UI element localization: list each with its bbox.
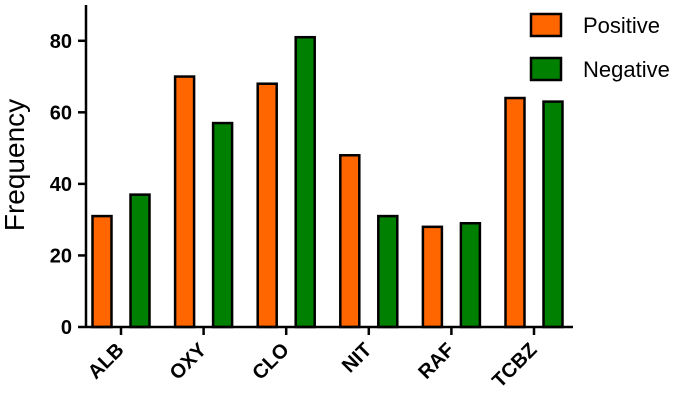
bar-positive-nit <box>339 154 361 329</box>
bar-positive-tcbz <box>504 96 526 329</box>
x-tick-label-clo: CLO <box>248 339 293 384</box>
bar-positive-alb <box>91 214 113 329</box>
bar-positive-raf <box>421 225 444 329</box>
legend-label-negative: Negative <box>583 57 670 82</box>
y-tick-label-80: 80 <box>50 31 72 53</box>
legend-swatch-negative <box>529 56 563 82</box>
bar-negative-nit <box>377 214 399 329</box>
y-tick-label-60: 60 <box>50 102 72 124</box>
bar-positive-clo <box>256 82 278 329</box>
bar-negative-alb <box>129 193 151 329</box>
x-tick-label-alb: ALB <box>84 339 129 384</box>
x-tick-label-tcbz: TCBZ <box>488 339 541 392</box>
y-tick-label-20: 20 <box>50 245 72 267</box>
bar-negative-oxy <box>211 121 234 329</box>
y-tick-label-40: 40 <box>50 174 72 196</box>
legend-label-positive: Positive <box>583 13 660 38</box>
y-axis-title: Frequency <box>0 99 30 231</box>
axes-group <box>84 5 573 335</box>
bar-negative-clo <box>294 35 316 329</box>
legend-swatch-positive <box>529 12 563 38</box>
bars-group <box>91 35 564 329</box>
y-ticks-group: 0 20 40 60 80 <box>50 31 86 339</box>
legend: Positive Negative <box>529 12 670 82</box>
bar-positive-oxy <box>173 75 196 329</box>
bar-negative-tcbz <box>542 100 564 329</box>
y-tick-label-0: 0 <box>61 317 72 339</box>
x-tick-label-raf: RAF <box>414 339 459 384</box>
x-tick-label-oxy: OXY <box>166 339 212 385</box>
x-tick-label-nit: NIT <box>338 339 376 377</box>
bar-negative-raf <box>459 221 482 329</box>
x-categories-group: ALB OXY CLO NIT RAF TCBZ <box>84 339 542 393</box>
